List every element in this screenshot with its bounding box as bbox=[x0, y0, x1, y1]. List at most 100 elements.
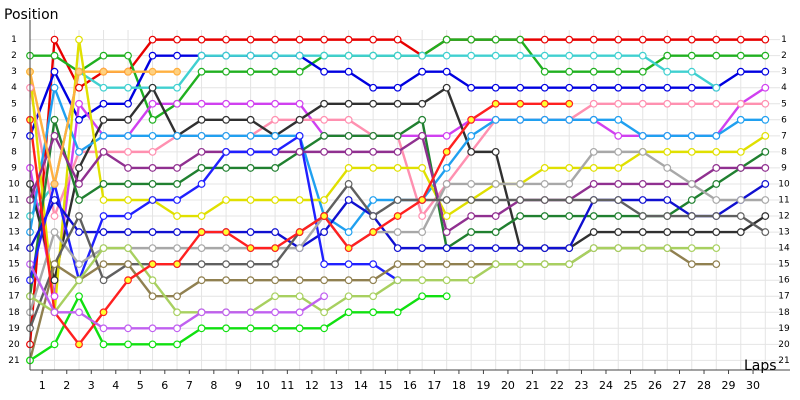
position-marker bbox=[124, 99, 132, 108]
position-marker bbox=[687, 83, 696, 92]
position-marker bbox=[736, 115, 745, 124]
y-tick-label-right: 1 bbox=[781, 35, 787, 45]
y-tick-label: 3 bbox=[11, 67, 17, 77]
position-marker bbox=[222, 308, 230, 317]
x-tick-label: 8 bbox=[210, 379, 217, 392]
position-marker bbox=[565, 212, 574, 220]
position-marker bbox=[222, 115, 230, 124]
position-marker bbox=[663, 83, 672, 92]
position-marker bbox=[50, 212, 59, 220]
position-marker bbox=[246, 51, 255, 60]
y-tick-label-right: 9 bbox=[781, 163, 787, 173]
position-marker bbox=[663, 131, 672, 140]
position-marker bbox=[761, 212, 770, 220]
position-marker bbox=[344, 308, 353, 317]
position-marker bbox=[687, 131, 696, 140]
position-marker bbox=[565, 196, 574, 204]
position-marker bbox=[638, 228, 647, 236]
y-tick-label-right: 5 bbox=[781, 99, 787, 109]
position-marker bbox=[589, 244, 598, 253]
position-marker bbox=[516, 83, 525, 92]
y-tick-label-right: 8 bbox=[781, 147, 787, 157]
position-marker bbox=[663, 67, 672, 76]
position-marker bbox=[99, 147, 108, 156]
position-marker bbox=[491, 147, 500, 156]
position-marker bbox=[246, 324, 255, 333]
position-marker bbox=[173, 228, 181, 236]
position-marker bbox=[467, 131, 476, 140]
x-tick-label: 24 bbox=[599, 379, 613, 392]
position-marker bbox=[712, 196, 721, 204]
position-marker bbox=[148, 51, 157, 60]
position-marker bbox=[99, 324, 108, 333]
position-marker bbox=[173, 196, 181, 204]
position-marker bbox=[712, 228, 721, 236]
position-marker bbox=[344, 260, 353, 269]
position-marker bbox=[638, 35, 647, 44]
position-marker bbox=[320, 276, 329, 285]
position-marker bbox=[712, 180, 721, 188]
position-marker bbox=[589, 180, 598, 188]
position-marker bbox=[99, 340, 108, 349]
position-marker bbox=[589, 212, 598, 220]
position-marker bbox=[736, 67, 745, 76]
x-axis-label: Laps bbox=[744, 358, 777, 374]
position-marker bbox=[222, 67, 230, 76]
y-tick-label-right: 11 bbox=[778, 196, 789, 206]
position-marker bbox=[467, 180, 476, 188]
position-marker bbox=[173, 67, 181, 76]
position-marker bbox=[75, 180, 83, 188]
position-marker bbox=[418, 244, 427, 253]
position-marker bbox=[197, 99, 206, 108]
position-marker bbox=[614, 147, 623, 156]
position-marker bbox=[442, 292, 451, 301]
y-tick-label-right: 12 bbox=[778, 212, 789, 222]
position-marker bbox=[565, 180, 574, 188]
y-tick-label: 11 bbox=[8, 196, 19, 206]
position-marker bbox=[589, 164, 598, 172]
position-marker bbox=[442, 51, 451, 60]
position-marker bbox=[320, 324, 329, 333]
x-tick-label: 9 bbox=[235, 379, 242, 392]
position-marker bbox=[369, 196, 378, 204]
x-tick-label: 12 bbox=[305, 379, 319, 392]
position-marker bbox=[712, 260, 721, 269]
position-marker bbox=[589, 147, 598, 156]
position-marker bbox=[589, 228, 598, 236]
position-marker bbox=[369, 228, 378, 236]
position-marker bbox=[124, 164, 132, 172]
position-marker bbox=[589, 51, 598, 60]
position-marker bbox=[491, 115, 500, 124]
position-marker bbox=[197, 276, 206, 285]
y-tick-label: 10 bbox=[8, 179, 20, 189]
position-marker bbox=[687, 180, 696, 188]
position-marker bbox=[712, 35, 721, 44]
position-marker bbox=[148, 324, 157, 333]
position-marker bbox=[565, 244, 574, 253]
position-marker bbox=[75, 164, 83, 172]
y-tick-label: 14 bbox=[8, 244, 20, 254]
position-marker bbox=[99, 244, 108, 253]
position-marker bbox=[148, 292, 157, 301]
position-marker bbox=[761, 83, 770, 92]
position-marker bbox=[491, 244, 500, 253]
position-marker bbox=[99, 276, 108, 285]
position-marker bbox=[197, 67, 206, 76]
position-marker bbox=[50, 51, 59, 60]
position-marker bbox=[222, 35, 230, 44]
position-marker bbox=[565, 164, 574, 172]
position-marker bbox=[50, 115, 59, 124]
position-marker bbox=[467, 212, 476, 220]
position-marker bbox=[761, 131, 770, 140]
y-tick-label-right: 10 bbox=[778, 179, 790, 189]
position-marker bbox=[197, 147, 206, 156]
series-line bbox=[29, 295, 447, 362]
position-marker bbox=[442, 228, 451, 236]
position-marker bbox=[99, 67, 108, 76]
position-marker bbox=[99, 228, 108, 236]
position-marker bbox=[467, 51, 476, 60]
y-tick-label-right: 7 bbox=[781, 131, 787, 141]
position-marker bbox=[565, 67, 574, 76]
position-marker bbox=[124, 131, 132, 140]
position-marker bbox=[687, 51, 696, 60]
